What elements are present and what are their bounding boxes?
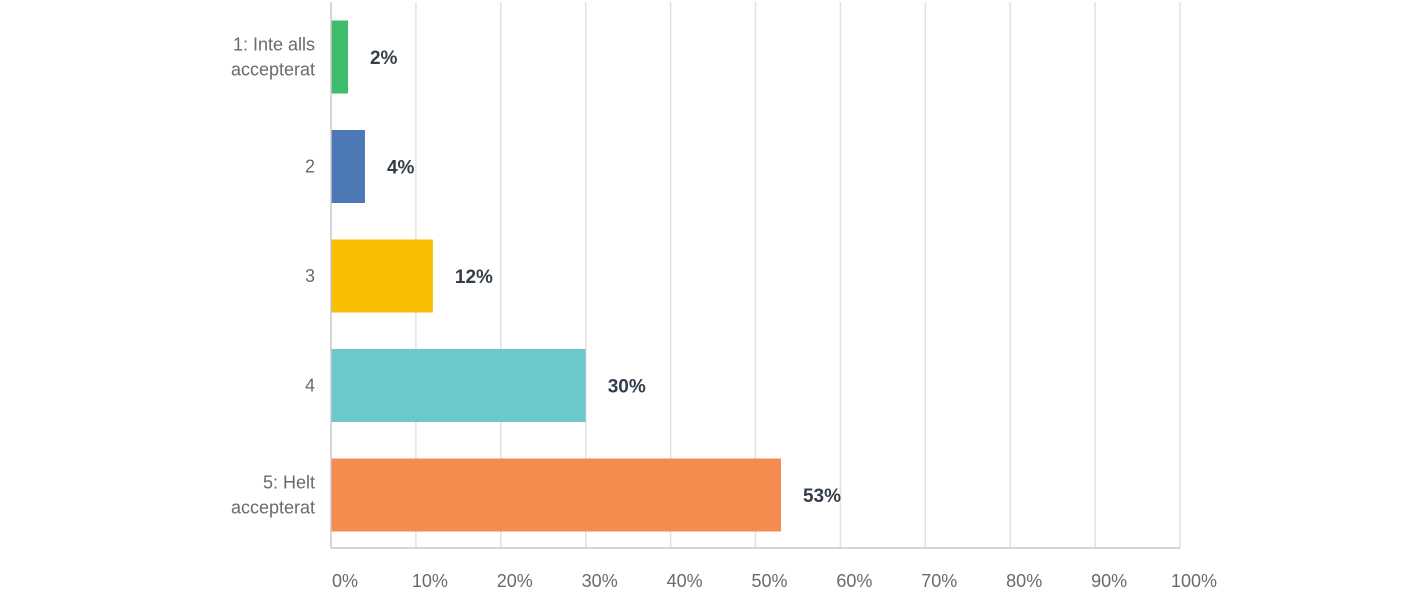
x-tick-label-10: 10% [412,571,448,591]
category-label-3: 3 [305,266,315,286]
x-tick-label-90: 90% [1091,571,1127,591]
value-label-5: 53% [803,486,841,507]
value-label-2: 4% [387,158,415,179]
x-tick-label-60: 60% [836,571,872,591]
category-label-4: 4 [305,376,315,396]
bars [331,20,781,532]
x-tick-label-0: 0% [332,571,358,591]
bar-5 [331,458,781,532]
bar-3 [331,239,433,313]
bar-1 [331,20,348,94]
gridlines [415,2,1181,548]
category-label-2: 2 [305,157,315,177]
value-label-1: 2% [370,48,398,69]
category-label-1: 1: Inte alls accepterat [231,35,315,80]
value-label-4: 30% [608,377,646,398]
x-tick-label-50: 50% [751,571,787,591]
x-tick-label-80: 80% [1006,571,1042,591]
axes [330,2,1180,549]
category-label-5: 5: Helt accepterat [231,473,315,518]
x-tick-label-100: 100% [1171,571,1217,591]
bar-2 [331,130,365,203]
x-tick-label-20: 20% [497,571,533,591]
x-tick-label-30: 30% [582,571,618,591]
x-tick-label-40: 40% [667,571,703,591]
labels: 2% 1: Inte alls accepterat 4% 2 12% 3 30% 4 53% 5:… [231,35,1217,592]
x-tick-label-70: 70% [921,571,957,591]
value-label-3: 12% [455,267,493,288]
bar-4 [331,349,586,422]
